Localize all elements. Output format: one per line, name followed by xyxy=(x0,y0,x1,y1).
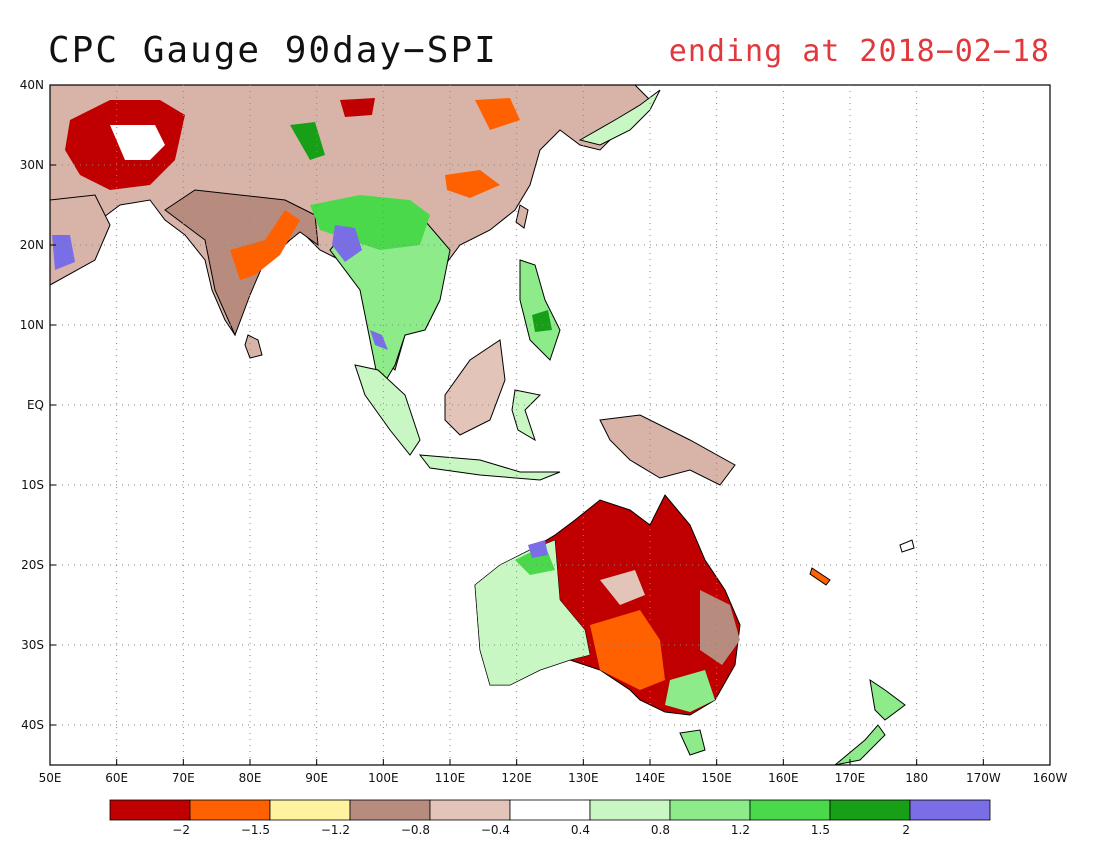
lat-label: 40S xyxy=(21,718,44,732)
dry-anomaly-core xyxy=(110,125,165,160)
legend-label: 0.4 xyxy=(571,823,590,837)
lon-label: 70E xyxy=(172,771,195,785)
spi-field xyxy=(50,85,915,765)
dry-anomaly-china-2 xyxy=(475,98,520,130)
legend-swatch xyxy=(909,799,991,821)
dry-anomaly-china-1 xyxy=(340,98,375,117)
legend-swatch xyxy=(349,799,431,821)
lon-label: 110E xyxy=(435,771,466,785)
south-australia-orange xyxy=(590,610,665,690)
australia-interior-pale xyxy=(600,570,645,605)
legend-swatch xyxy=(269,799,351,821)
legend-swatch xyxy=(189,799,271,821)
new-guinea xyxy=(599,414,736,486)
taiwan xyxy=(515,204,529,229)
wet-anomaly-arabia xyxy=(52,235,75,270)
lon-label: 120E xyxy=(501,771,532,785)
japan xyxy=(578,89,661,146)
dry-anomaly-china-3 xyxy=(445,170,500,198)
dry-anomaly-india xyxy=(230,210,300,280)
color-legend: −2 −1.5 −1.2 −0.8 −0.4 0.4 0.8 1.2 1.5 2 xyxy=(109,799,991,837)
longitude-labels: 50E 60E 70E 80E 90E 100E 110E 120E 130E 140E 150E 1… xyxy=(39,771,1068,785)
plot-frame xyxy=(49,84,1051,766)
lon-label: 150E xyxy=(701,771,732,785)
lon-label: 50E xyxy=(39,771,62,785)
australia-east-brown xyxy=(700,590,740,665)
legend-swatch xyxy=(589,799,671,821)
lat-label: 30S xyxy=(21,638,44,652)
legend-label: −1.2 xyxy=(321,823,350,837)
wet-anomaly-mindanao xyxy=(532,310,552,332)
wet-anomaly-malaya xyxy=(370,330,388,350)
lat-label: 30N xyxy=(20,158,44,172)
lon-label: 130E xyxy=(568,771,599,785)
java xyxy=(418,454,561,481)
lon-label: 180 xyxy=(905,771,928,785)
map-title: CPC Gauge 90day−SPI xyxy=(48,30,498,71)
australia-deep-wet xyxy=(528,540,548,558)
legend-label: 1.5 xyxy=(811,823,830,837)
legend-swatch xyxy=(109,799,191,821)
lon-label: 100E xyxy=(368,771,399,785)
lon-label: 90E xyxy=(305,771,328,785)
lat-label: 20S xyxy=(21,558,44,572)
legend-label: −0.8 xyxy=(401,823,430,837)
legend-label: 0.8 xyxy=(651,823,670,837)
legend-swatch xyxy=(509,799,591,821)
sumatra xyxy=(354,364,421,456)
latitude-labels: 40N 30N 20N 10N EQ 10S 20S 30S 40S xyxy=(20,78,44,732)
wet-anomaly-himalaya xyxy=(290,122,325,160)
lon-label: 160E xyxy=(768,771,799,785)
new-zealand xyxy=(834,678,906,765)
legend-swatch xyxy=(429,799,511,821)
borneo xyxy=(444,339,506,436)
philippines xyxy=(519,259,561,361)
map-subtitle: ending at 2018−02−18 xyxy=(668,34,1050,69)
lon-label: 80E xyxy=(239,771,262,785)
legend-label: −2 xyxy=(172,823,190,837)
legend-label: −0.4 xyxy=(481,823,510,837)
sri-lanka xyxy=(244,334,263,359)
legend-swatch xyxy=(749,799,831,821)
australia-se-green xyxy=(665,670,715,712)
lat-label: 20N xyxy=(20,238,44,252)
tasmania xyxy=(679,729,706,756)
lon-label: 170E xyxy=(835,771,866,785)
legend-label: 1.2 xyxy=(731,823,750,837)
lat-label: 10S xyxy=(21,478,44,492)
new-caledonia xyxy=(809,567,831,586)
wet-anomaly-deep xyxy=(332,225,362,262)
legend-swatch xyxy=(829,799,911,821)
legend-label: −1.5 xyxy=(241,823,270,837)
lat-label: EQ xyxy=(27,398,44,412)
axis-ticks xyxy=(49,84,1051,765)
lon-label: 140E xyxy=(635,771,666,785)
lon-label: 60E xyxy=(105,771,128,785)
lon-label: 160W xyxy=(1033,771,1068,785)
fiji xyxy=(899,539,915,553)
lon-label: 170W xyxy=(966,771,1001,785)
legend-label: 2 xyxy=(902,823,910,837)
lat-label: 10N xyxy=(20,318,44,332)
legend-swatch xyxy=(669,799,751,821)
sulawesi xyxy=(511,389,542,442)
lat-label: 40N xyxy=(20,78,44,92)
